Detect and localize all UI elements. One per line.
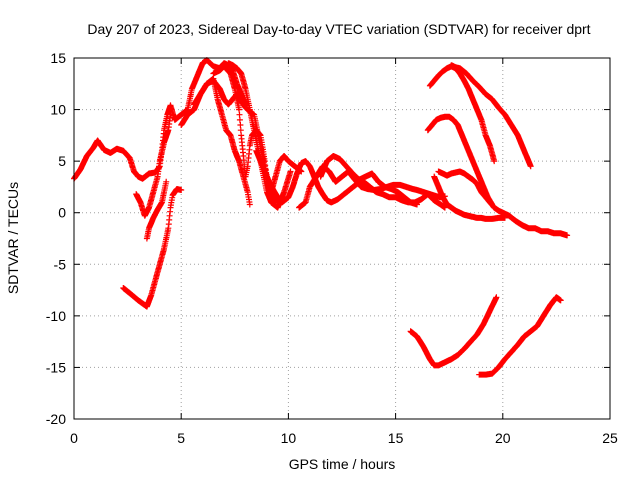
y-tick-label: -20 (46, 411, 66, 427)
series-marks (253, 147, 448, 211)
series-arc-13 (424, 113, 496, 208)
x-tick-label: 10 (281, 430, 297, 446)
series-arc-15 (426, 63, 498, 165)
x-axis-ticks: 0 5 10 15 20 25 (70, 58, 618, 446)
series-arc-18 (476, 294, 564, 378)
series-marks (296, 163, 448, 211)
y-tick-label: -15 (46, 359, 66, 375)
y-tick-label: -10 (46, 308, 66, 324)
y-axis-ticks: -20 -15 -10 -5 0 5 10 15 (46, 50, 610, 427)
y-tick-label: 15 (50, 50, 66, 66)
series-marks (435, 168, 571, 239)
series-marks (426, 63, 498, 165)
y-tick-label: -5 (54, 256, 67, 272)
series-arc-17 (407, 294, 500, 369)
x-tick-label: 0 (70, 430, 78, 446)
y-tick-label: 5 (58, 153, 66, 169)
series-marks (407, 294, 500, 369)
y-tick-label: 0 (58, 205, 66, 221)
series-marks (476, 294, 564, 378)
series-marks (120, 186, 185, 310)
series-marks (317, 153, 420, 208)
x-axis-label: GPS time / hours (289, 456, 396, 472)
chart-title: Day 207 of 2023, Sidereal Day-to-day VTE… (87, 21, 590, 37)
series-marks (431, 173, 508, 222)
series-arc-16 (448, 62, 534, 170)
data-points (71, 57, 571, 378)
y-tick-label: 10 (50, 102, 66, 118)
plot-frame (73, 57, 611, 420)
series-arc-14 (435, 168, 571, 239)
x-tick-label: 15 (388, 430, 404, 446)
series-marks (424, 113, 496, 208)
series-arc-04 (120, 186, 185, 310)
series-marks (133, 111, 174, 219)
grid-lines (74, 58, 610, 419)
series-arc-09 (253, 147, 448, 211)
series-marks (143, 178, 170, 242)
series-arc-10 (296, 163, 448, 211)
series-arc-12 (431, 173, 508, 222)
series-marks (448, 62, 534, 170)
x-tick-label: 20 (495, 430, 511, 446)
x-tick-label: 5 (177, 430, 185, 446)
series-arc-11 (317, 153, 420, 208)
series-arc-02 (133, 111, 174, 219)
y-axis-label: SDTVAR / TECUs (5, 182, 21, 294)
series-arc-03 (143, 178, 170, 242)
x-tick-label: 25 (602, 430, 618, 446)
